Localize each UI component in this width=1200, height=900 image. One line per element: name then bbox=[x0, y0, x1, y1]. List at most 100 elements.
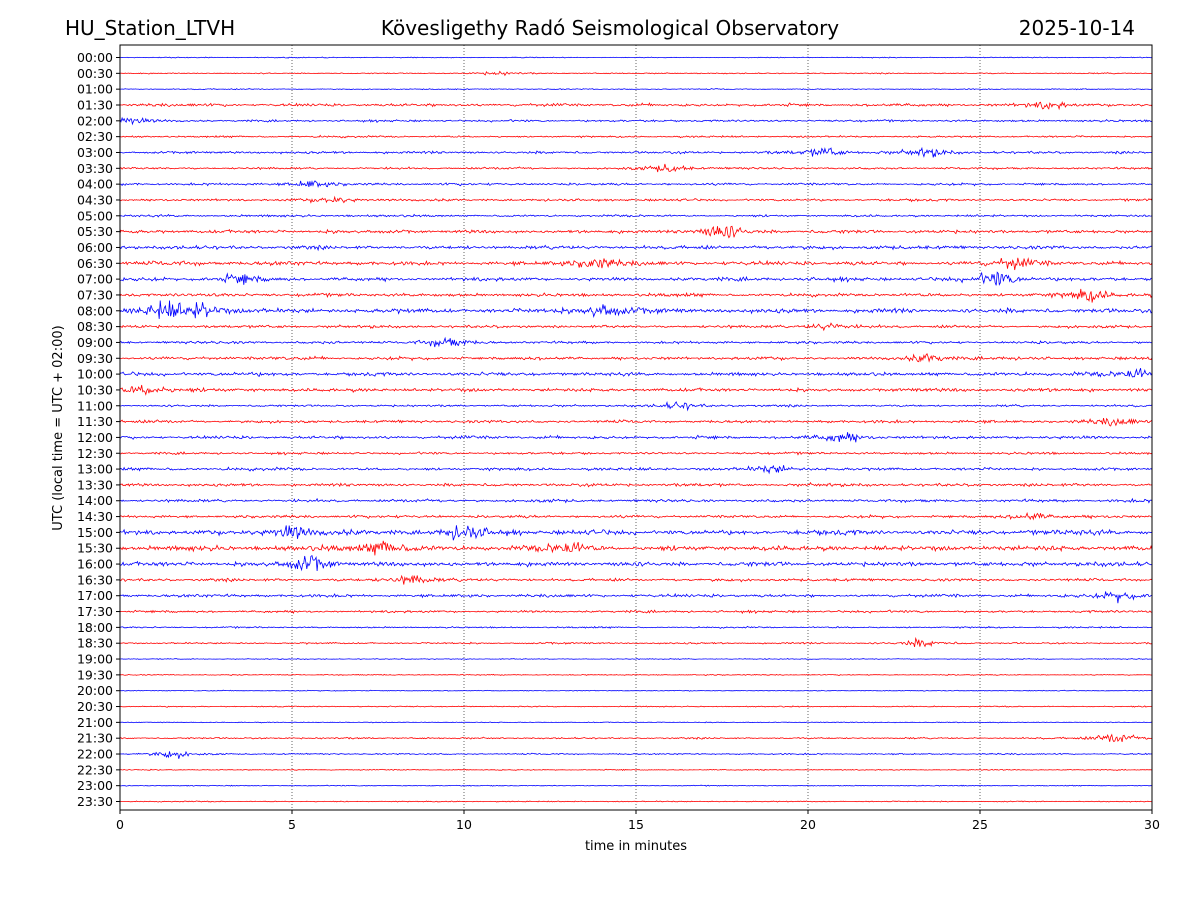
trace-03:30 bbox=[119, 163, 1153, 173]
trace-04:30 bbox=[119, 195, 1153, 204]
trace-16:30 bbox=[119, 574, 1153, 585]
y-tick-label-17:00: 17:00 bbox=[77, 588, 113, 603]
y-tick-label-17:30: 17:30 bbox=[77, 604, 113, 619]
y-tick-label-19:00: 19:00 bbox=[77, 652, 113, 667]
plot-frame bbox=[119, 44, 1153, 811]
y-tick-label-06:30: 06:30 bbox=[77, 256, 113, 271]
y-tick-label-07:00: 07:00 bbox=[77, 272, 113, 287]
trace-02:30 bbox=[119, 134, 1153, 139]
trace-04:00 bbox=[119, 180, 1152, 188]
x-tick-label-30: 30 bbox=[1144, 817, 1160, 832]
trace-11:30 bbox=[119, 417, 1153, 427]
y-tick-label-09:00: 09:00 bbox=[77, 335, 113, 350]
traces-group bbox=[119, 56, 1153, 803]
trace-20:00 bbox=[119, 689, 1153, 692]
trace-03:00 bbox=[119, 146, 1153, 158]
y-tick-label-15:00: 15:00 bbox=[77, 525, 113, 540]
x-axis-label: time in minutes bbox=[585, 839, 687, 854]
trace-11:00 bbox=[120, 401, 1153, 412]
y-tick-label-08:30: 08:30 bbox=[77, 319, 113, 334]
y-tick-label-06:00: 06:00 bbox=[77, 240, 113, 255]
trace-21:30 bbox=[119, 733, 1153, 743]
y-tick-label-20:00: 20:00 bbox=[77, 683, 113, 698]
trace-07:30 bbox=[119, 288, 1153, 303]
trace-02:00 bbox=[119, 116, 1153, 126]
y-tick-label-21:00: 21:00 bbox=[77, 715, 113, 730]
y-tick-label-20:30: 20:30 bbox=[77, 699, 113, 714]
y-tick-label-10:00: 10:00 bbox=[77, 367, 113, 382]
trace-12:00 bbox=[119, 432, 1153, 443]
y-tick-label-02:00: 02:00 bbox=[77, 113, 113, 128]
trace-08:00 bbox=[119, 300, 1153, 319]
y-tick-label-22:00: 22:00 bbox=[77, 747, 113, 762]
y-tick-label-16:30: 16:30 bbox=[77, 572, 113, 587]
y-tick-label-14:00: 14:00 bbox=[77, 493, 113, 508]
trace-19:00 bbox=[120, 658, 1153, 660]
trace-07:00 bbox=[119, 271, 1153, 286]
trace-05:00 bbox=[119, 213, 1153, 218]
y-tick-label-23:00: 23:00 bbox=[77, 778, 113, 793]
y-tick-label-09:30: 09:30 bbox=[77, 351, 113, 366]
trace-17:00 bbox=[119, 591, 1153, 604]
trace-10:00 bbox=[119, 368, 1153, 378]
y-tick-labels: 00:0000:3001:0001:3002:0002:3003:0003:30… bbox=[77, 50, 120, 809]
y-tick-label-13:30: 13:30 bbox=[77, 477, 113, 492]
y-tick-label-03:00: 03:00 bbox=[77, 145, 113, 160]
y-tick-label-04:00: 04:00 bbox=[77, 177, 113, 192]
y-tick-label-22:30: 22:30 bbox=[77, 762, 113, 777]
trace-15:30 bbox=[119, 540, 1153, 556]
x-tick-label-15: 15 bbox=[628, 817, 644, 832]
trace-23:30 bbox=[120, 800, 1153, 803]
x-tick-label-20: 20 bbox=[800, 817, 816, 832]
trace-23:00 bbox=[119, 784, 1153, 787]
y-tick-label-05:00: 05:00 bbox=[77, 208, 113, 223]
trace-17:30 bbox=[119, 609, 1153, 615]
y-tick-label-01:30: 01:30 bbox=[77, 97, 113, 112]
y-tick-label-00:00: 00:00 bbox=[77, 50, 113, 65]
trace-16:00 bbox=[119, 554, 1153, 572]
y-tick-label-10:30: 10:30 bbox=[77, 382, 113, 397]
y-tick-label-18:30: 18:30 bbox=[77, 636, 113, 651]
chart-title: Kövesligethy Radó Seismological Observat… bbox=[381, 16, 839, 40]
trace-06:30 bbox=[119, 257, 1153, 271]
y-tick-label-15:30: 15:30 bbox=[77, 541, 113, 556]
trace-21:00 bbox=[120, 721, 1153, 724]
x-tick-labels: 0 5 10 15 20 25 30 bbox=[116, 810, 1160, 832]
trace-09:00 bbox=[119, 336, 1153, 348]
y-tick-label-18:00: 18:00 bbox=[77, 620, 113, 635]
trace-06:00 bbox=[119, 244, 1153, 252]
y-tick-label-07:30: 07:30 bbox=[77, 287, 113, 302]
y-tick-label-01:00: 01:00 bbox=[77, 82, 113, 97]
y-tick-label-12:00: 12:00 bbox=[77, 430, 113, 445]
y-tick-label-12:30: 12:30 bbox=[77, 446, 113, 461]
trace-15:00 bbox=[119, 525, 1153, 541]
trace-10:30 bbox=[119, 384, 1153, 396]
trace-00:00 bbox=[119, 56, 1153, 59]
y-tick-label-03:30: 03:30 bbox=[77, 161, 113, 176]
x-tick-label-10: 10 bbox=[456, 817, 472, 832]
station-title: HU_Station_LTVH bbox=[65, 16, 235, 40]
trace-12:30 bbox=[120, 451, 1153, 456]
trace-09:30 bbox=[119, 353, 1153, 363]
trace-18:30 bbox=[119, 636, 1153, 648]
trace-22:30 bbox=[119, 768, 1153, 772]
x-tick-label-25: 25 bbox=[972, 817, 988, 832]
y-axis-label: UTC (local time = UTC + 02:00) bbox=[51, 325, 66, 530]
trace-01:00 bbox=[119, 88, 1153, 91]
trace-22:00 bbox=[119, 750, 1153, 759]
y-tick-label-04:30: 04:30 bbox=[77, 192, 113, 207]
y-tick-label-16:00: 16:00 bbox=[77, 557, 113, 572]
trace-13:30 bbox=[119, 481, 1153, 488]
y-tick-label-21:30: 21:30 bbox=[77, 731, 113, 746]
trace-20:30 bbox=[119, 705, 1153, 708]
trace-19:30 bbox=[119, 673, 1153, 676]
trace-00:30 bbox=[119, 70, 1153, 77]
y-tick-label-05:30: 05:30 bbox=[77, 224, 113, 239]
trace-05:30 bbox=[119, 225, 1153, 239]
trace-01:30 bbox=[119, 101, 1153, 111]
trace-18:00 bbox=[119, 625, 1153, 629]
y-tick-label-08:00: 08:00 bbox=[77, 303, 113, 318]
y-tick-label-13:00: 13:00 bbox=[77, 462, 113, 477]
